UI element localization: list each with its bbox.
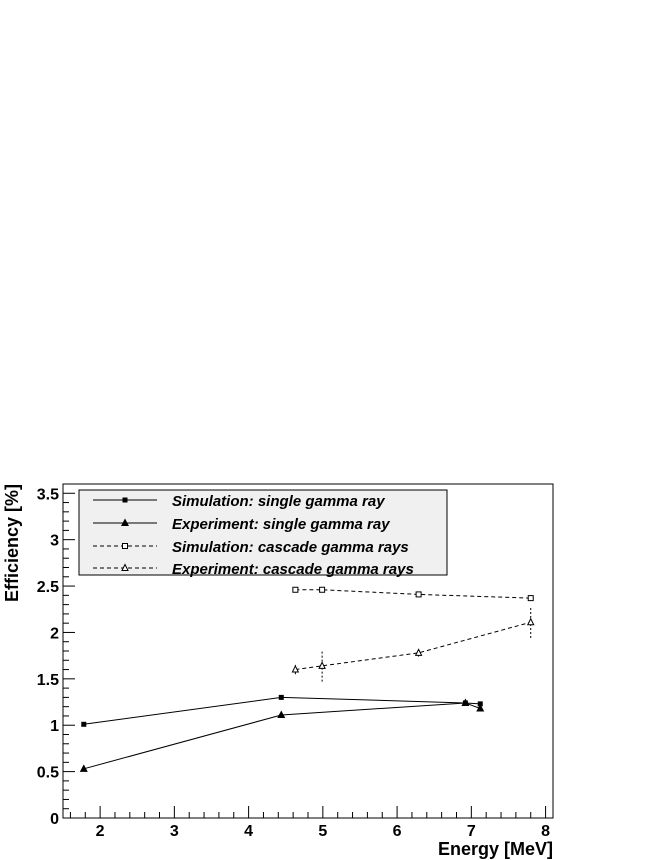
data-point (319, 586, 326, 593)
data-point (415, 591, 422, 598)
data-point (526, 617, 535, 626)
legend-marker (121, 518, 129, 526)
y-tick-label: 1.5 (37, 672, 59, 689)
data-point (477, 701, 483, 707)
x-tick-label: 5 (318, 823, 327, 840)
legend-label: Experiment: single gamma ray (172, 516, 390, 533)
y-tick-label: 0.5 (37, 765, 59, 782)
y-axis: 0 0.5 1 1.5 2 2.5 3 3.5 (37, 483, 75, 828)
data-point (318, 661, 326, 669)
series-0 (81, 694, 483, 727)
data-point (291, 664, 300, 673)
x-axis-title: Energy [MeV] (438, 839, 553, 859)
data-point (81, 721, 87, 727)
data-point (527, 595, 534, 602)
series-2 (292, 586, 534, 602)
x-tick-label: 2 (96, 823, 105, 840)
y-tick-label: 2.5 (37, 579, 59, 596)
y-tick-label: 2 (50, 625, 59, 642)
data-point (476, 704, 485, 712)
legend-box (78, 489, 448, 576)
data-point (278, 694, 284, 700)
x-tick-label: 8 (541, 823, 550, 840)
series-3 (291, 606, 535, 682)
y-tick-label: 3 (50, 533, 59, 550)
series-line (295, 589, 531, 599)
series-line (83, 702, 481, 770)
legend: Simulation: single gamma ray Experiment: … (78, 489, 448, 578)
y-axis-title: Efficiency [%] (2, 484, 22, 602)
series-layer (79, 586, 535, 772)
x-tick-label: 3 (170, 823, 179, 840)
data-point (277, 710, 286, 719)
data-point (292, 586, 299, 593)
data-point (79, 764, 88, 772)
x-tick-label: 4 (244, 823, 253, 840)
series-line (295, 621, 531, 671)
x-axis: 2 3 4 5 6 7 8 (69, 806, 550, 840)
legend-marker (122, 543, 128, 549)
data-point (414, 648, 423, 656)
legend-label: Simulation: cascade gamma rays (172, 539, 409, 556)
y-tick-label: 3.5 (37, 486, 59, 503)
legend-marker (121, 563, 129, 571)
y-tick-label: 0 (50, 811, 59, 828)
legend-label: Simulation: single gamma ray (172, 493, 385, 510)
x-tick-label: 7 (467, 823, 476, 840)
legend-marker (122, 497, 128, 503)
y-tick-label: 1 (50, 718, 59, 735)
data-point (461, 698, 470, 706)
legend-label: Experiment: cascade gamma rays (172, 561, 414, 578)
x-tick-label: 6 (393, 823, 402, 840)
series-1 (79, 698, 485, 772)
series-line (83, 696, 481, 725)
